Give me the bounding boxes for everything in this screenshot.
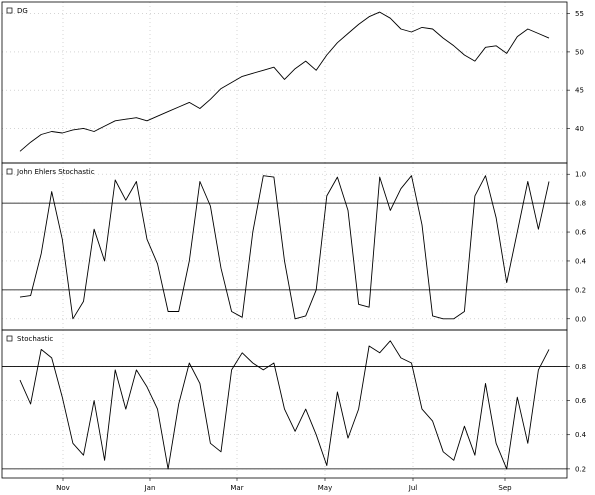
x-tick-label: Jan xyxy=(144,484,156,492)
y-tick-label: 45 xyxy=(575,87,584,95)
panel-2: 0.0 0.2 0.4 0.6 0.8 1.0 John Ehlers Stochastic xyxy=(1,162,587,331)
legend-label: John Ehlers Stochastic xyxy=(16,168,95,176)
panel-frame xyxy=(1,329,568,479)
series-line-3 xyxy=(19,340,550,470)
y-tick-label: 0.2 xyxy=(575,465,586,473)
x-tick-label: Nov xyxy=(56,484,70,492)
chart-panels: 40 45 50 55 DG 0.0 0.2 0.4 0.6 0.8 1.0 John Ehlers … xyxy=(1,1,587,492)
legend-marker xyxy=(6,335,13,342)
y-tick-label: 1.0 xyxy=(575,171,586,179)
y-tick-label: 0.6 xyxy=(575,397,587,405)
y-tick-label: 0.8 xyxy=(575,200,586,208)
y-tick-label: 0.4 xyxy=(575,257,587,265)
x-tick-label: Sep xyxy=(498,484,512,492)
series-line-1 xyxy=(19,11,550,152)
y-tick-label: 0.2 xyxy=(575,286,586,294)
series-line-2 xyxy=(19,175,550,320)
y-tick-label: 40 xyxy=(575,125,584,133)
legend-marker xyxy=(6,7,13,14)
panel-frame xyxy=(1,162,568,331)
y-tick-label: 0.8 xyxy=(575,363,586,371)
legend-marker xyxy=(6,168,13,175)
legend-label: Stochastic xyxy=(17,335,53,343)
x-tick-label: May xyxy=(318,484,332,492)
panel-1: 40 45 50 55 DG xyxy=(1,1,584,164)
x-tick-label: Mar xyxy=(230,484,243,492)
legend-label: DG xyxy=(17,7,28,15)
x-tick-label: Jul xyxy=(408,484,418,492)
y-tick-label: 0.6 xyxy=(575,229,587,237)
panel-3: 0.2 0.4 0.6 0.8 Stochastic xyxy=(1,329,587,479)
panel-frame xyxy=(1,1,568,164)
y-tick-label: 55 xyxy=(575,10,584,18)
y-tick-label: 0.0 xyxy=(575,315,586,323)
y-tick-label: 50 xyxy=(575,48,584,56)
y-tick-label: 0.4 xyxy=(575,431,587,439)
